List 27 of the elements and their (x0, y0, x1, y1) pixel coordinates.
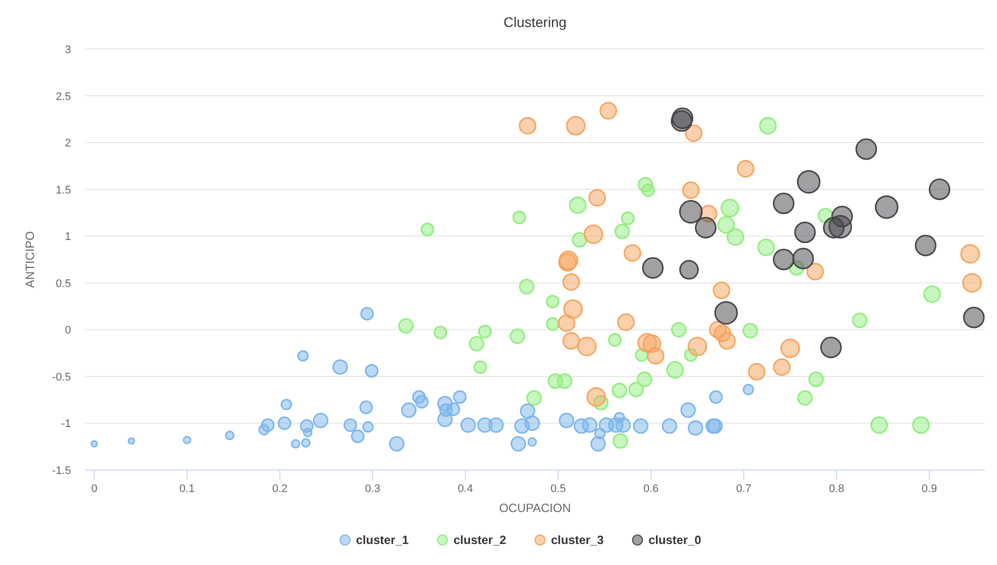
y-tick-label: -0.5 (52, 371, 71, 384)
y-tick-label: 2 (64, 138, 71, 150)
y-tick-label: 0 (64, 324, 71, 337)
x-tick-label: 0.4 (458, 483, 474, 495)
y-tick-label: 2.5 (56, 90, 71, 103)
chart-title: Clustering (503, 14, 567, 30)
y-tick-label: 1.5 (56, 184, 71, 196)
y-tick-label: 1 (64, 231, 71, 244)
y-tick-label: -1 (61, 418, 71, 430)
x-tick-label: 0.8 (828, 483, 844, 495)
y-tick-label: 0.5 (56, 278, 71, 290)
y-axis-title: ANTICIPO (23, 231, 37, 288)
x-tick-label: 0.5 (550, 483, 566, 495)
x-tick-label: 0.1 (179, 483, 195, 495)
x-tick-label: 0.6 (643, 483, 659, 495)
y-tick-label: 3 (64, 44, 71, 56)
legend-label: cluster_1 (356, 533, 410, 547)
y-tick-label: -1.5 (52, 465, 71, 477)
legend-label: cluster_0 (648, 533, 702, 547)
x-tick-label: 0.3 (364, 483, 380, 495)
legend-label: cluster_2 (454, 533, 507, 547)
x-tick-label: 0.9 (922, 483, 937, 495)
x-axis-title: OCUPACION (499, 501, 571, 515)
x-tick-label: 0 (91, 483, 98, 495)
legend-label: cluster_3 (551, 533, 604, 547)
x-tick-label: 0.7 (736, 483, 752, 495)
x-tick-label: 0.2 (272, 483, 288, 495)
